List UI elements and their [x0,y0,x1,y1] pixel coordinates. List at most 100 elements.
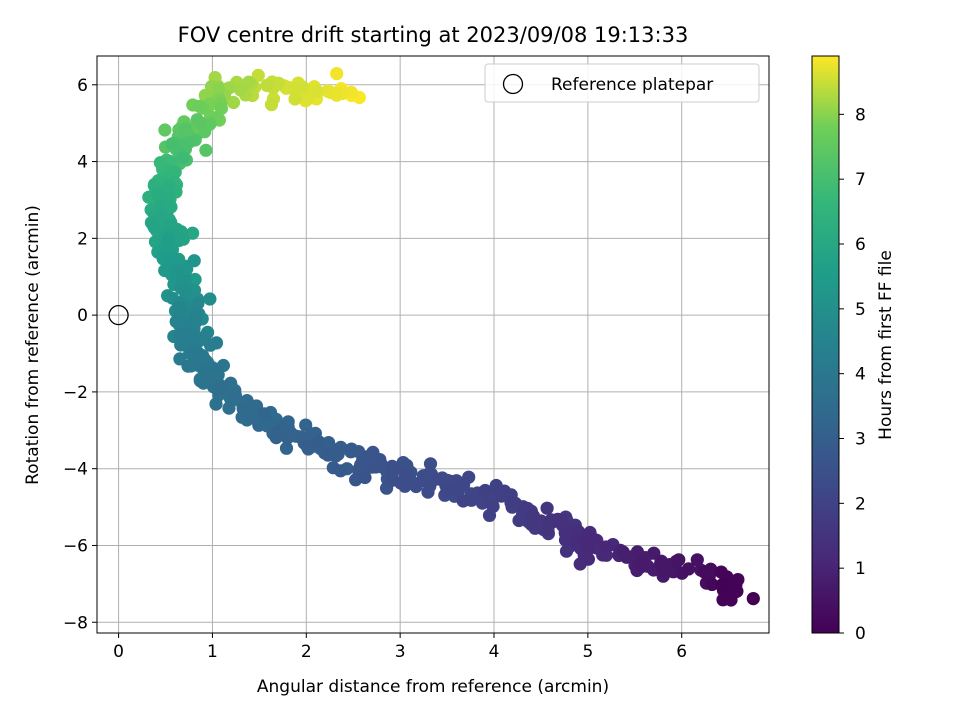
scatter-points [142,67,760,607]
scatter-point [162,232,176,246]
scatter-point [146,218,160,232]
scatter-point [158,123,172,137]
scatter-point [554,514,569,528]
scatter-point [310,84,324,99]
scatter-point [330,67,344,81]
scatter-point [280,431,295,445]
scatter-point [173,328,187,342]
scatter-point [331,447,345,461]
scatter-point [540,501,554,515]
y-tick-label: −2 [63,383,88,403]
scatter-point [321,448,335,462]
x-tick-label: 0 [113,642,124,662]
reference-marker-layer [108,304,129,326]
scatter-point [423,457,438,471]
x-tick-label: 5 [582,642,593,662]
scatter-point [269,431,283,445]
scatter-point [635,557,650,571]
scatter-point [288,92,302,106]
scatter-point [216,381,230,395]
scatter-point [478,483,492,498]
reference-platepar-marker [108,304,129,326]
colorbar-tick-label: 3 [855,430,866,450]
scatter-point [228,388,242,402]
scatter-point [234,83,248,97]
legend-box [484,63,760,103]
scatter-point [176,151,190,165]
scatter-point [151,187,165,201]
colorbar-tick-label: 0 [855,624,866,644]
scatter-point [320,84,335,98]
scatter-point [705,577,719,592]
scatter-point [456,494,470,508]
scatter-point [296,80,310,94]
x-tick-label: 1 [207,642,218,662]
scatter-point [421,485,435,499]
x-tick-label: 4 [489,642,500,662]
y-tick-label: 0 [77,306,88,326]
scatter-point [279,441,294,455]
scatter-point [682,562,696,576]
plot-frame [96,55,770,634]
scatter-point [387,463,401,477]
scatter-point [373,453,387,467]
colorbar-gradient [811,55,840,634]
scatter-point [209,397,223,411]
colorbar-tick-label: 4 [855,365,866,385]
y-tick-label: −4 [63,460,88,480]
scatter-point [358,470,372,485]
x-tick-label: 6 [676,642,687,662]
scatter-point [226,95,241,110]
grid-lines [97,56,769,633]
scatter-point [457,478,471,492]
scatter-point [187,254,201,268]
scatter-point [174,338,188,352]
scatter-point [181,359,195,373]
scatter-point [715,578,730,592]
colorbar-label: Hours from first FF file [876,250,896,440]
legend: Reference platepar [484,63,760,103]
scatter-point [440,484,454,499]
scatter-point [300,440,314,454]
legend-entry-reference: Reference platepar [551,75,713,95]
scatter-point [599,540,613,554]
colorbar-ticks: 0 1 2 3 4 5 6 7 8 [839,105,866,644]
scatter-point [704,562,718,576]
scatter-point [724,593,738,607]
scatter-point [199,143,213,157]
scatter-point [203,338,218,352]
scatter-point [264,98,279,112]
scatter-point [690,553,704,567]
scatter-point [203,292,217,306]
colorbar: 0 1 2 3 4 5 6 7 8 Hours from first FF file [811,55,896,644]
y-tick-label: 4 [77,153,88,173]
scatter-point [179,285,193,299]
scatter-point [188,313,202,327]
chart-title: FOV centre drift starting at 2023/09/08 … [178,23,689,47]
y-axis-ticks: −8 −6 −4 −2 0 2 4 6 [63,76,97,633]
colorbar-tick-label: 2 [855,494,866,514]
scatter-point [620,550,634,564]
scatter-point [428,472,442,486]
colorbar-tick-label: 5 [855,300,866,320]
x-tick-label: 2 [301,642,312,662]
scatter-point [193,99,207,113]
scatter-point [312,435,326,449]
scatter-point [504,496,518,510]
scatter-point [746,592,760,606]
x-tick-label: 3 [395,642,406,662]
y-axis-label: Rotation from reference (arcmin) [23,205,43,485]
colorbar-tick-label: 6 [855,235,866,255]
y-tick-label: 2 [77,229,88,249]
scatter-point [177,123,191,137]
scatter-point [190,113,204,127]
scatter-point [399,468,413,483]
scatter-point [260,78,274,92]
scatter-point [257,407,271,421]
y-tick-label: 6 [77,76,88,96]
scatter-point [165,137,179,151]
y-tick-label: −8 [63,613,88,633]
scatter-point [672,553,686,567]
scatter-point [163,252,177,266]
